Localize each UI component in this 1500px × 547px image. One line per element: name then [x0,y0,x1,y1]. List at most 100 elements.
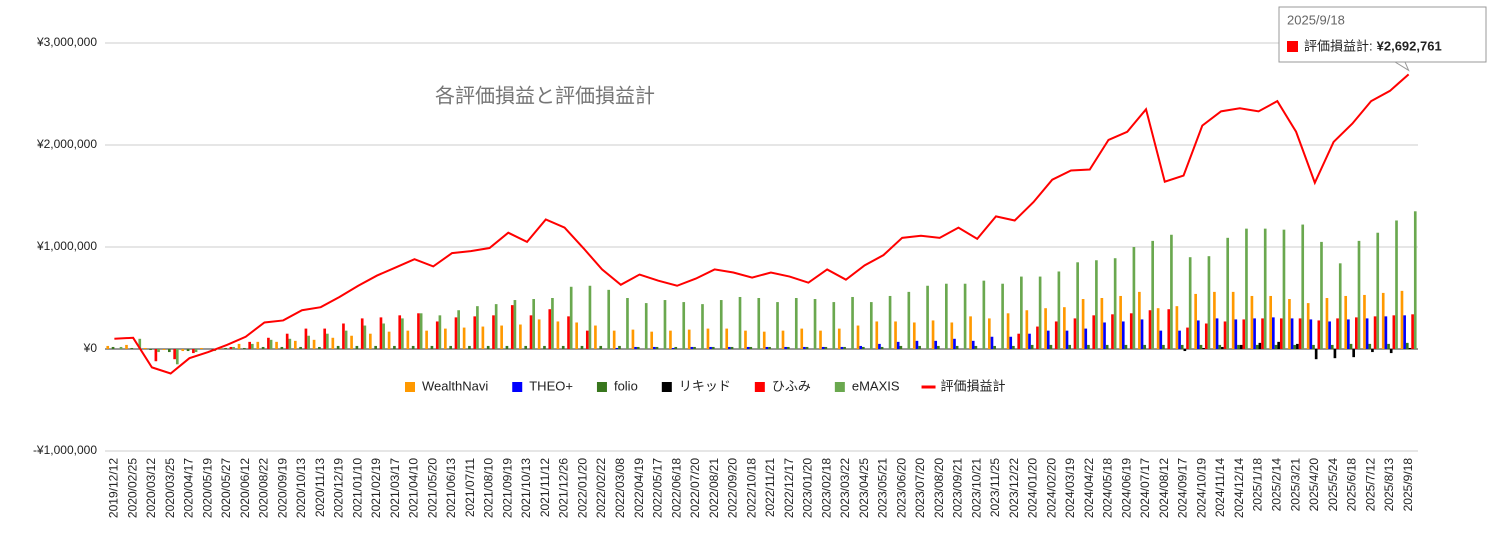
bar [907,291,911,349]
x-tick-label: 2021/09/19 [500,458,514,518]
bar [1194,293,1197,349]
legend-swatch [596,382,607,392]
bar [819,330,822,349]
bar [331,337,335,349]
bar [561,345,565,349]
x-tick-label: 2023/06/20 [894,458,908,518]
bar [355,345,359,349]
bar [1196,320,1200,349]
bar [1121,321,1125,349]
bar [1312,344,1315,349]
bar [1175,306,1179,349]
bar [1282,229,1286,349]
x-tick-label: 2025/7/12 [1363,458,1377,512]
bar [711,346,715,349]
bar [167,349,171,353]
bar [1288,299,1291,349]
bar [243,347,246,349]
x-tick-label: 2022/05/17 [651,458,665,518]
bar [580,345,584,349]
bar [990,336,994,349]
x-tick-label: 2021/02/19 [369,458,383,518]
bar [1076,262,1079,349]
bar [1119,295,1122,349]
bar [293,340,297,349]
bar [1151,240,1154,349]
bar [1215,318,1219,349]
bar [1395,220,1398,349]
bar [650,331,654,349]
bar [494,304,498,349]
bar [588,285,592,349]
bar [250,343,254,349]
bar [950,322,954,349]
tooltip-date: 2025/9/18 [1287,12,1345,27]
bar [1261,318,1264,349]
bar [510,305,514,349]
bar [1338,263,1342,349]
bar [481,326,485,349]
bar [768,346,771,349]
legend-swatch [834,382,845,392]
bar [1301,224,1305,349]
bar [1239,344,1243,349]
bar [840,346,844,349]
bar [862,346,865,349]
bar [149,349,152,351]
x-tick-label: 2020/09/19 [275,458,289,518]
bar [569,286,573,349]
bar [342,323,345,349]
bar [1349,343,1353,349]
bar [529,315,533,349]
bar [1392,315,1396,349]
bar [1068,344,1071,349]
bar [1363,294,1366,349]
bar [1279,318,1283,349]
bar [1044,308,1047,349]
bar [1162,344,1165,349]
bar [323,328,327,349]
bar [1274,344,1278,349]
bar [285,333,289,349]
bar [1063,307,1066,349]
bar [444,328,447,349]
x-tick-label: 2020/05/27 [219,458,233,518]
bar [1371,349,1374,353]
bar [784,346,787,349]
x-tick-label: 2024/09/17 [1176,458,1190,518]
bar [594,325,597,349]
bar [934,340,938,349]
bar [955,345,959,349]
chart-title: 各評価損益と評価損益計 [435,84,655,107]
bar [1381,292,1385,349]
bar [1400,290,1404,349]
bar [505,345,509,349]
x-tick-label: 2025/4/20 [1307,458,1321,512]
bar [615,347,619,349]
bar [669,330,672,349]
bar [626,298,629,349]
bar [350,335,353,349]
bar [1306,303,1310,349]
bar [926,285,929,349]
bar [486,345,490,349]
bar [1049,344,1053,349]
x-tick-label: 2023/12/22 [1007,458,1021,518]
bar [1411,314,1414,349]
bar [387,331,391,349]
bar [1317,320,1321,349]
bar [567,316,570,349]
bar [1111,314,1114,349]
x-tick-label: 2021/05/20 [425,458,439,518]
bar [674,346,678,349]
x-tick-label: 2020/12/19 [332,458,346,518]
bar [369,333,372,349]
bar [912,322,916,349]
bar [476,306,479,349]
bar [261,346,265,349]
bar [765,346,769,349]
bar [1092,315,1096,349]
bar [776,302,779,349]
bar [1255,344,1259,349]
